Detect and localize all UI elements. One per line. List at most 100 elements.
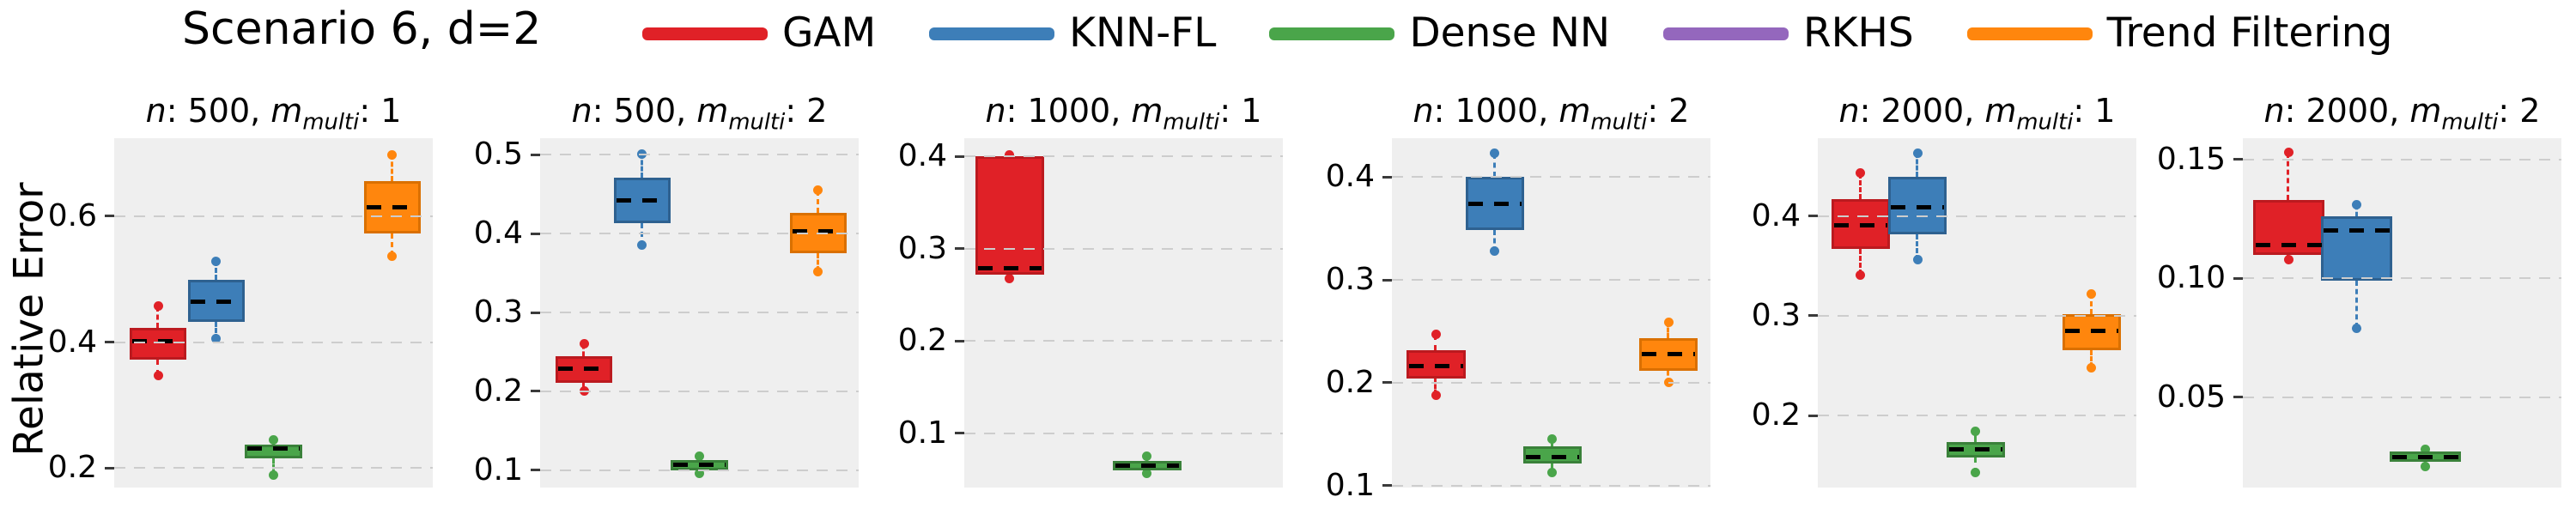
whisker-upper-trend-filtering bbox=[1667, 322, 1670, 339]
y-tick-mark bbox=[955, 247, 964, 251]
whisker-cap-upper-trend-filtering bbox=[1663, 317, 1674, 327]
mean-line-gam bbox=[1408, 364, 1463, 369]
whisker-cap-upper-dense-nn bbox=[1971, 427, 1981, 437]
y-tick-mark bbox=[1808, 314, 1818, 318]
whisker-cap-upper-gam bbox=[579, 339, 589, 349]
y-tick-label: 0.1 bbox=[1325, 467, 1375, 503]
legend-label-gam: GAM bbox=[782, 9, 877, 57]
gridline bbox=[1392, 176, 1710, 179]
whisker-cap-upper-trend-filtering bbox=[387, 149, 398, 160]
mean-line-dense-nn bbox=[1948, 447, 2002, 452]
mean-line-trend-filtering bbox=[1641, 351, 1696, 356]
y-tick-label: 0.4 bbox=[1325, 159, 1375, 195]
plot-area bbox=[1392, 138, 1710, 488]
y-tick-label: 0.2 bbox=[47, 450, 97, 486]
y-tick-label: 0.4 bbox=[897, 138, 947, 174]
whisker-lower-trend-filtering bbox=[817, 253, 820, 272]
y-tick-label: 0.1 bbox=[473, 451, 523, 488]
whisker-cap-upper-dense-nn bbox=[269, 434, 278, 445]
whisker-cap-upper-gam bbox=[1856, 168, 1866, 179]
y-tick-mark bbox=[2233, 396, 2243, 399]
legend-swatch-trend-filtering bbox=[1966, 27, 2093, 40]
whisker-cap-lower-gam bbox=[2283, 254, 2293, 264]
mean-line-trend-filtering bbox=[2064, 328, 2118, 333]
whisker-upper-gam bbox=[156, 306, 160, 328]
y-tick-label: 0.2 bbox=[897, 323, 947, 359]
gridline bbox=[1818, 215, 2136, 217]
gridline bbox=[1818, 314, 2136, 317]
whisker-cap-upper-trend-filtering bbox=[2087, 288, 2097, 299]
gridline bbox=[540, 233, 859, 235]
y-tick-mark bbox=[105, 466, 114, 470]
whisker-lower-dense-nn bbox=[271, 458, 275, 476]
whisker-cap-upper-knn-fl bbox=[1912, 148, 1923, 158]
mean-line-trend-filtering bbox=[792, 228, 844, 233]
y-tick-label: 0.4 bbox=[47, 324, 97, 360]
mean-line-knn-fl bbox=[1891, 204, 1945, 209]
legend-label-rkhs: RKHS bbox=[1803, 9, 1914, 57]
gridline bbox=[964, 155, 1283, 158]
figure-title: Scenario 6, d=2 bbox=[182, 3, 542, 55]
whisker-cap-lower-dense-nn bbox=[2421, 461, 2431, 471]
y-tick-label: 0.1 bbox=[897, 415, 947, 451]
legend-label-dense-nn: Dense NN bbox=[1409, 9, 1611, 57]
y-tick-label: 0.2 bbox=[1325, 364, 1375, 400]
y-tick-label: 0.4 bbox=[473, 215, 523, 251]
whisker-lower-gam bbox=[156, 360, 160, 376]
whisker-cap-upper-knn-fl bbox=[1490, 148, 1500, 159]
gridline bbox=[114, 467, 433, 470]
legend-swatch-dense-nn bbox=[1269, 27, 1395, 40]
gridline bbox=[1818, 415, 2136, 417]
mean-line-gam bbox=[1833, 222, 1887, 227]
gridline bbox=[540, 469, 859, 471]
legend-swatch-knn-fl bbox=[929, 27, 1055, 40]
whisker-cap-upper-dense-nn bbox=[1142, 451, 1152, 461]
y-tick-label: 0.3 bbox=[473, 294, 523, 330]
subplot-title: n: 1000, mmulti: 1 bbox=[985, 92, 1262, 136]
y-tick-label: 0.2 bbox=[473, 373, 523, 409]
y-tick-mark bbox=[531, 232, 540, 235]
y-tick-mark bbox=[531, 153, 540, 156]
mean-line-dense-nn bbox=[2392, 454, 2459, 459]
y-tick-mark bbox=[105, 215, 114, 218]
y-tick-mark bbox=[2233, 158, 2243, 161]
whisker-upper-dense-nn bbox=[1973, 431, 1977, 442]
y-tick-mark bbox=[531, 469, 540, 472]
whisker-cap-upper-gam bbox=[1431, 330, 1441, 340]
whisker-cap-lower-dense-nn bbox=[1547, 467, 1558, 477]
whisker-cap-lower-knn-fl bbox=[2352, 323, 2362, 333]
gridline bbox=[540, 312, 859, 314]
mean-line-gam bbox=[132, 338, 185, 343]
mean-line-dense-nn bbox=[1525, 454, 1580, 459]
subplot-title: n: 1000, mmulti: 2 bbox=[1413, 92, 1690, 136]
whisker-cap-lower-trend-filtering bbox=[813, 266, 823, 276]
gridline bbox=[2243, 396, 2561, 398]
mean-line-dense-nn bbox=[1115, 463, 1179, 468]
whisker-lower-gam bbox=[1434, 379, 1437, 396]
whisker-upper-knn-fl bbox=[2355, 204, 2359, 217]
gridline bbox=[964, 432, 1283, 434]
y-tick-label: 0.05 bbox=[2156, 379, 2226, 415]
y-tick-label: 0.6 bbox=[47, 197, 97, 233]
y-tick-mark bbox=[2233, 276, 2243, 280]
y-tick-mark bbox=[105, 341, 114, 344]
mean-line-dense-nn bbox=[673, 462, 726, 467]
whisker-cap-lower-dense-nn bbox=[269, 470, 278, 480]
legend-item-trend-filtering: Trend Filtering bbox=[1966, 11, 2392, 56]
whisker-cap-lower-trend-filtering bbox=[387, 251, 398, 261]
whisker-lower-trend-filtering bbox=[2089, 349, 2093, 368]
whisker-cap-upper-gam bbox=[2283, 148, 2293, 158]
y-tick-mark bbox=[1382, 484, 1392, 488]
plot-area bbox=[2243, 138, 2561, 488]
legend-item-rkhs: RKHS bbox=[1663, 11, 1914, 56]
gridline bbox=[114, 215, 433, 217]
mean-line-knn-fl bbox=[1467, 202, 1522, 207]
y-tick-mark bbox=[1382, 278, 1392, 282]
y-tick-label: 0.2 bbox=[1751, 397, 1801, 433]
box-gam bbox=[130, 327, 187, 360]
whisker-cap-lower-gam bbox=[1005, 273, 1015, 283]
mean-line-gam bbox=[558, 366, 611, 371]
whisker-cap-upper-dense-nn bbox=[1547, 434, 1558, 445]
y-tick-label: 0.3 bbox=[1751, 297, 1801, 333]
legend-label-knn-fl: KNN-FL bbox=[1069, 9, 1217, 57]
